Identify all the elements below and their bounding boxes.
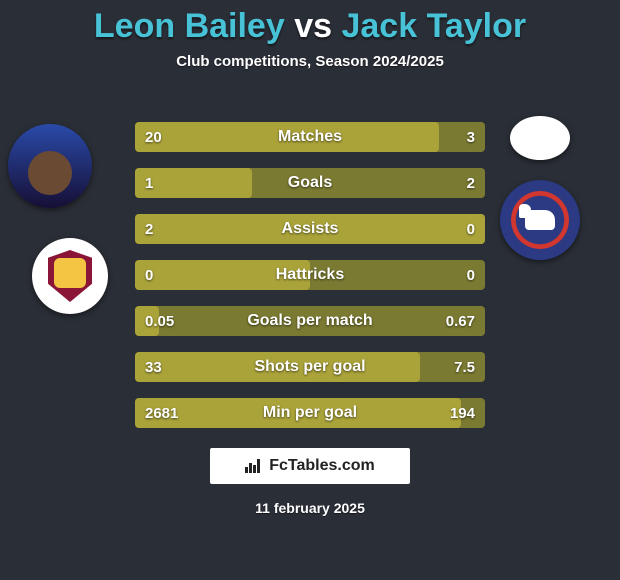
stat-row: 20Assists bbox=[135, 214, 485, 244]
footer-date: 11 february 2025 bbox=[0, 500, 620, 516]
stat-label: Assists bbox=[135, 214, 485, 244]
stat-label: Goals per match bbox=[135, 306, 485, 336]
comparison-title: Leon Bailey vs Jack Taylor bbox=[0, 0, 620, 45]
stat-row: 00Hattricks bbox=[135, 260, 485, 290]
stat-label: Matches bbox=[135, 122, 485, 152]
stat-rows: 203Matches 12Goals 20Assists 00Hattricks 0.0… bbox=[135, 122, 485, 444]
brand-text: FcTables.com bbox=[269, 457, 375, 475]
title-vs: vs bbox=[294, 7, 332, 45]
player1-name: Leon Bailey bbox=[94, 7, 285, 45]
bar-chart-icon bbox=[245, 459, 263, 473]
stat-row: 203Matches bbox=[135, 122, 485, 152]
fctables-logo: FcTables.com bbox=[210, 448, 410, 484]
stat-row: 12Goals bbox=[135, 168, 485, 198]
player2-photo-placeholder bbox=[510, 116, 570, 160]
crest-shape bbox=[511, 191, 569, 249]
stat-row: 0.050.67Goals per match bbox=[135, 306, 485, 336]
stat-label: Shots per goal bbox=[135, 352, 485, 382]
crest-shape bbox=[48, 250, 92, 302]
subtitle: Club competitions, Season 2024/2025 bbox=[0, 53, 620, 70]
stat-label: Hattricks bbox=[135, 260, 485, 290]
player2-name: Jack Taylor bbox=[341, 7, 526, 45]
horse-icon bbox=[525, 210, 555, 230]
aston-villa-crest bbox=[32, 238, 108, 314]
stat-row: 2681194Min per goal bbox=[135, 398, 485, 428]
ipswich-town-crest bbox=[500, 180, 580, 260]
player1-face bbox=[28, 151, 72, 195]
stat-label: Goals bbox=[135, 168, 485, 198]
stat-row: 337.5Shots per goal bbox=[135, 352, 485, 382]
player1-photo bbox=[8, 124, 92, 208]
stat-label: Min per goal bbox=[135, 398, 485, 428]
